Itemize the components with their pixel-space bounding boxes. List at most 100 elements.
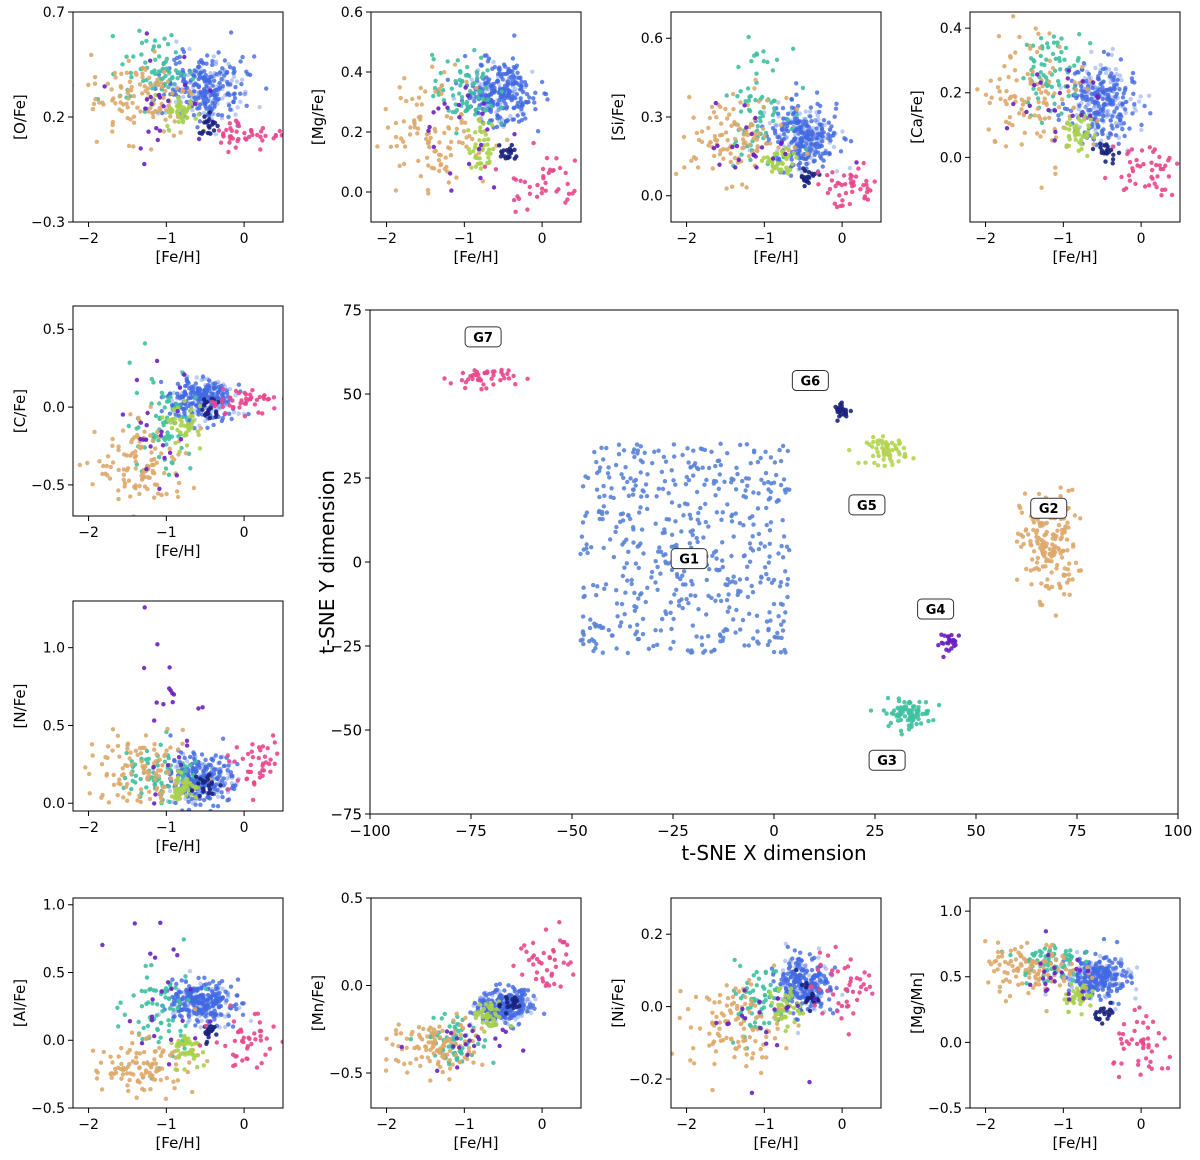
point (819, 156, 824, 161)
y-tick-label: 0.0 (940, 150, 962, 166)
point (920, 711, 925, 717)
point (200, 705, 205, 710)
point (226, 787, 231, 792)
point (262, 754, 268, 759)
point (482, 137, 487, 143)
point (674, 542, 679, 548)
point (228, 82, 233, 87)
point (765, 159, 771, 165)
point (153, 792, 158, 797)
points-c_fe (77, 341, 283, 516)
point (897, 441, 902, 447)
x-tick-label: 0 (1137, 231, 1146, 247)
point (175, 381, 181, 387)
point (232, 786, 237, 792)
point (169, 33, 174, 38)
point (145, 760, 150, 766)
point (210, 756, 215, 761)
point (490, 66, 495, 72)
point (622, 612, 627, 617)
point (736, 590, 741, 595)
point (1014, 539, 1020, 544)
point (802, 183, 807, 189)
series-G3 (1021, 32, 1093, 126)
point (759, 158, 765, 163)
y-axis-label: [N/Fe] (11, 683, 29, 728)
point (210, 62, 215, 68)
point (457, 77, 462, 83)
point (768, 520, 774, 525)
point (162, 36, 167, 41)
point (733, 511, 738, 516)
point (168, 745, 173, 750)
point (217, 86, 222, 91)
point (176, 119, 181, 125)
point (657, 545, 662, 550)
point (193, 89, 198, 95)
point (189, 796, 194, 802)
point (1028, 56, 1034, 61)
point (780, 105, 786, 111)
point (775, 161, 781, 166)
point (212, 787, 217, 792)
point (1107, 131, 1113, 136)
point (909, 719, 914, 724)
point (1076, 148, 1081, 153)
point (880, 441, 885, 446)
point (448, 171, 453, 176)
point (58, 751, 62, 755)
point (138, 146, 143, 151)
point (681, 134, 687, 140)
point (162, 470, 167, 476)
point (203, 77, 208, 82)
point (1059, 36, 1064, 41)
point (105, 744, 111, 749)
point (778, 601, 784, 606)
point (1039, 62, 1044, 67)
point (199, 392, 204, 397)
point (173, 440, 178, 446)
point (480, 179, 486, 184)
x-tick-label: −50 (556, 822, 588, 840)
point (127, 360, 132, 365)
point (256, 755, 261, 761)
point (597, 516, 602, 522)
point (1059, 111, 1064, 116)
points-al_fe (90, 920, 283, 1102)
point (201, 797, 207, 803)
point (155, 429, 160, 435)
point (204, 79, 209, 84)
point (1059, 555, 1065, 560)
point (163, 73, 168, 79)
point (761, 104, 766, 110)
point (635, 622, 640, 627)
point (1111, 98, 1116, 104)
point (187, 401, 193, 406)
point (1041, 73, 1046, 78)
point (193, 802, 198, 807)
point (814, 141, 820, 146)
point (1076, 70, 1081, 75)
point (122, 775, 128, 781)
point (393, 120, 399, 126)
point (479, 387, 484, 392)
point (740, 478, 745, 484)
point (638, 505, 643, 510)
point (506, 376, 512, 381)
point (778, 650, 784, 655)
point (733, 630, 738, 635)
point (798, 144, 803, 150)
point (804, 161, 809, 167)
point (534, 194, 540, 199)
point (774, 57, 780, 62)
point (263, 133, 268, 139)
point (535, 129, 541, 134)
point (761, 59, 766, 64)
point (1034, 131, 1040, 136)
point (260, 763, 265, 768)
point (741, 523, 746, 528)
point (895, 718, 901, 723)
point (735, 122, 741, 128)
point (190, 108, 195, 113)
point (488, 103, 493, 109)
